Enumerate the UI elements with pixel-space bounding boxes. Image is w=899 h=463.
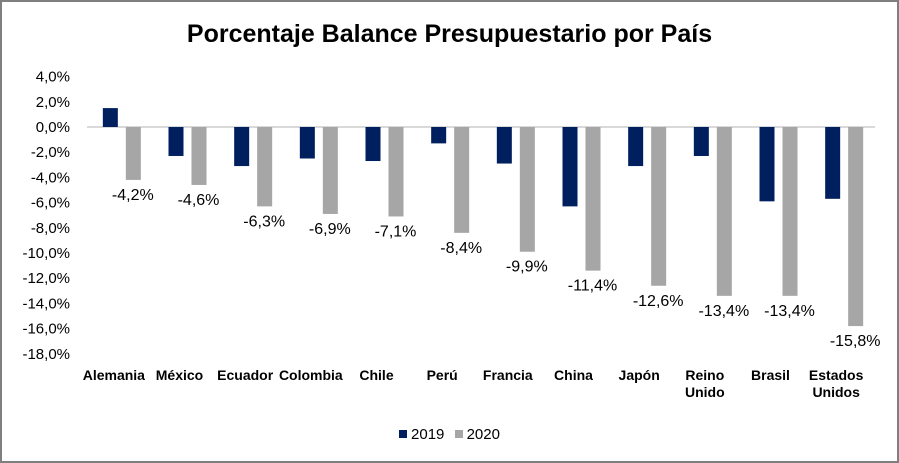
bar-2019 <box>234 127 250 167</box>
bar-2019 <box>299 127 315 159</box>
category-label: Ecuador <box>217 367 274 383</box>
data-label-2020: -8,4% <box>440 240 482 257</box>
bar-2019 <box>365 127 381 162</box>
bar-2020 <box>651 127 667 286</box>
data-label-2020: -4,6% <box>178 192 220 209</box>
category-label: Colombia <box>279 367 343 383</box>
data-label-2020: -11,4% <box>568 278 618 295</box>
category-label: Reino <box>685 367 724 383</box>
bar-2019 <box>431 127 447 144</box>
category-label: Alemania <box>83 367 145 383</box>
data-label-2020: -9,9% <box>506 259 548 276</box>
y-tick-label: -2,0% <box>31 144 70 161</box>
category-label: China <box>554 367 593 383</box>
y-tick-label: -16,0% <box>22 321 70 338</box>
bar-2020 <box>257 127 273 207</box>
category-label: Unido <box>685 384 725 400</box>
bar-2020 <box>585 127 601 271</box>
bar-2020 <box>125 127 141 180</box>
bar-2020 <box>322 127 338 214</box>
bar-2019 <box>628 127 644 167</box>
category-label: Japón <box>619 367 660 383</box>
legend-swatch-2019 <box>399 430 408 438</box>
bar-2019 <box>825 127 841 199</box>
bar-2020 <box>716 127 732 296</box>
y-tick-label: -18,0% <box>22 346 70 363</box>
bar-2020 <box>191 127 207 185</box>
bar-2019 <box>759 127 775 202</box>
data-label-2020: -13,4% <box>698 303 749 320</box>
chart-title: Porcentaje Balance Presupuestario por Pa… <box>186 20 713 48</box>
y-tick-label: -12,0% <box>22 270 70 287</box>
category-label: Brasil <box>751 367 790 383</box>
y-tick-label: 0,0% <box>36 119 70 136</box>
data-label-2020: -12,6% <box>633 293 684 310</box>
data-label-2020: -15,8% <box>830 333 881 350</box>
data-label-2020: -6,9% <box>309 221 351 238</box>
y-tick-label: 2,0% <box>36 94 70 111</box>
category-label: México <box>156 367 203 383</box>
y-tick-label: -6,0% <box>31 195 70 212</box>
legend-swatch-2020 <box>454 430 463 438</box>
bar-2020 <box>388 127 404 217</box>
category-label: Chile <box>359 367 393 383</box>
bar-2019 <box>562 127 578 207</box>
bar-2019 <box>102 108 118 127</box>
category-label: Perú <box>427 367 458 383</box>
bar-2020 <box>454 127 470 233</box>
category-label: Francia <box>483 367 533 383</box>
data-label-2020: -7,1% <box>375 223 417 240</box>
y-tick-label: -10,0% <box>22 245 70 262</box>
legend-label-2019: 2019 <box>411 425 445 443</box>
category-label: Unidos <box>812 384 860 400</box>
data-label-2020: -13,4% <box>764 303 815 320</box>
data-label-2020: -6,3% <box>243 213 285 230</box>
category-label: Estados <box>809 367 864 383</box>
bar-2019 <box>693 127 709 156</box>
bar-2020 <box>848 127 864 327</box>
legend-label-2020: 2020 <box>466 425 500 443</box>
legend: 2019 2020 <box>2 425 897 443</box>
y-tick-label: -14,0% <box>22 295 70 312</box>
bar-2019 <box>496 127 512 164</box>
y-tick-label: -8,0% <box>31 220 70 237</box>
y-tick-label: 4,0% <box>36 69 70 86</box>
legend-item-2019: 2019 <box>399 426 444 443</box>
bar-2020 <box>519 127 535 252</box>
legend-item-2020: 2020 <box>454 425 500 443</box>
bar-2019 <box>168 127 184 156</box>
y-tick-label: -4,0% <box>31 169 70 186</box>
bar-2020 <box>782 127 798 296</box>
data-label-2020: -4,2% <box>112 187 154 204</box>
